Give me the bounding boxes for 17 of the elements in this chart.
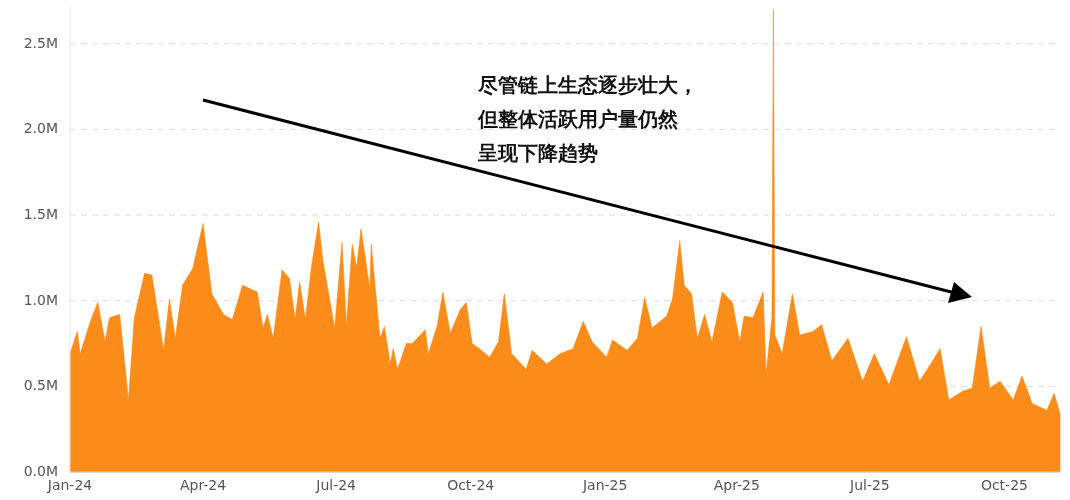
x-tick-label: Jul-25: [849, 477, 890, 493]
x-tick-label: Apr-25: [713, 477, 760, 493]
y-tick-label: 0.0M: [23, 463, 58, 479]
annotation: 尽管链上生态逐步壮大，: [477, 73, 698, 97]
x-tick-label: Jan-25: [581, 477, 628, 493]
x-tick-label: Oct-24: [447, 477, 495, 493]
y-tick-label: 1.5M: [23, 206, 58, 223]
y-tick-label: 0.5M: [23, 377, 58, 394]
x-tick-label: Jul-24: [315, 477, 357, 493]
y-tick-label: 2.5M: [23, 34, 58, 51]
x-tick-label: Apr-24: [179, 477, 227, 493]
annotation: 但整体活跃用户量仍然: [477, 107, 679, 131]
y-tick-label: 1.0M: [23, 291, 58, 308]
x-tick-label: Oct-25: [980, 477, 1028, 493]
y-tick-label: 2.0M: [23, 120, 58, 137]
annotation: 呈现下降趋势: [477, 141, 598, 165]
x-tick-label: Jan-24: [46, 477, 93, 493]
